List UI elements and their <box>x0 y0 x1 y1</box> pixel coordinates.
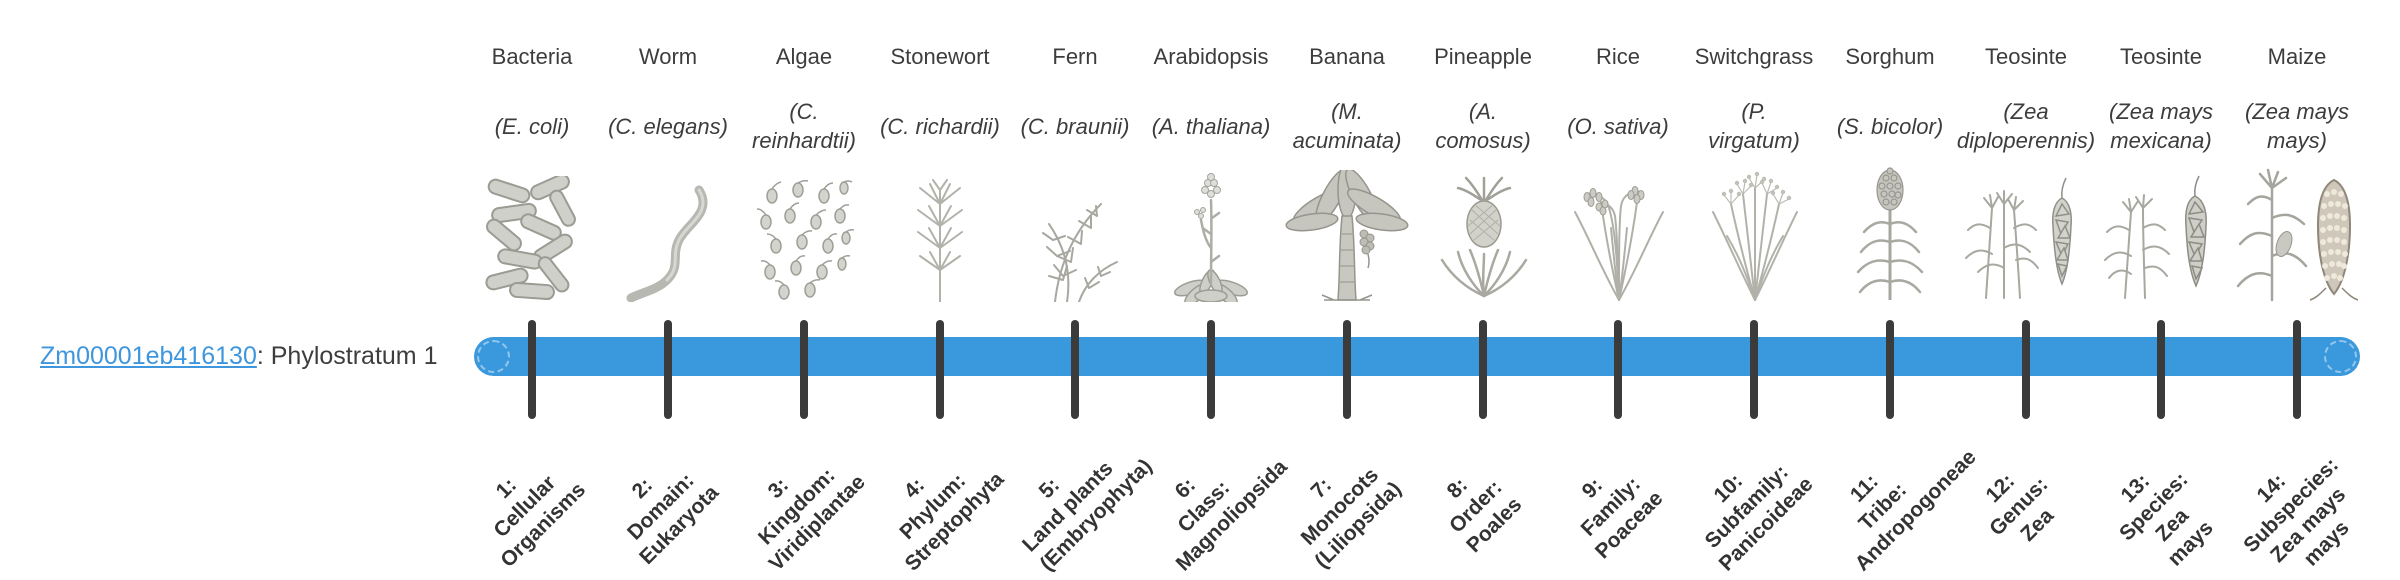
organism-scientific-name: (A. comosus) <box>1435 99 1531 153</box>
tick-5 <box>1071 320 1079 419</box>
organism-name: Teosinte <box>1985 44 2067 69</box>
organism-scientific-name: (C. richardii) <box>880 113 1000 139</box>
rice-plant-icon <box>1543 174 1693 302</box>
organism-scientific-name: (Zea mays mexicana) <box>2109 99 2213 153</box>
organism-name: Switchgrass <box>1694 44 1814 69</box>
tick-10 <box>1750 320 1758 419</box>
organism-name: Worm <box>638 44 698 69</box>
organism-scientific-name: (E. coli) <box>494 113 570 139</box>
stratum-label-3: 3: Kingdom: Viridiplantae <box>754 463 870 576</box>
stratum-label-5: 5: Land plants (Embryophyta) <box>1018 454 1157 576</box>
tick-7 <box>1343 320 1351 419</box>
organism-name: Maize <box>2267 44 2327 69</box>
stratum-label-4: 4: Phylum: Streptophyta <box>895 467 1009 576</box>
tick-3 <box>800 320 808 419</box>
tick-2 <box>664 320 672 419</box>
organism-scientific-name: (C. braunii) <box>1020 113 1130 139</box>
organism-name: Pineapple <box>1434 44 1532 69</box>
tick-12 <box>2022 320 2030 419</box>
tick-9 <box>1614 320 1622 419</box>
switchgrass-icon <box>1679 171 1829 302</box>
tick-8 <box>1479 320 1487 419</box>
organism-name: Arabidopsis <box>1153 44 1269 69</box>
tick-14 <box>2293 320 2301 419</box>
phylostratum-text: : Phylostratum 1 <box>256 342 438 370</box>
stratum-label-14: 14: Subspecies: Zea mays mays <box>2239 453 2354 571</box>
organism-scientific-name: (Zea mays mays) <box>2245 99 2349 153</box>
organism-scientific-name: (P. virgatum) <box>1708 99 1800 153</box>
organism-scientific-name: (A. thaliana) <box>1151 113 1271 139</box>
gene-heading: Zm00001eb416130: Phylostratum 1 <box>40 342 438 371</box>
tick-4 <box>936 320 944 419</box>
organism-name: Rice <box>1595 44 1640 69</box>
stratum-label-1: 1: Cellular Organisms <box>489 471 591 572</box>
organism-scientific-name: (O. sativa) <box>1567 113 1669 139</box>
organism-name: Stonewort <box>890 44 990 69</box>
stratum-label-9: 9: Family: Poaceae <box>1576 472 1668 564</box>
worm-icon <box>593 174 743 302</box>
sorghum-icon <box>1815 167 1965 302</box>
arabidopsis-icon <box>1136 173 1286 302</box>
algae-icon <box>729 174 879 302</box>
organism-name: Teosinte <box>2120 44 2202 69</box>
tick-6 <box>1207 320 1215 419</box>
stonewort-icon <box>865 174 1015 302</box>
stratum-label-10: 10: Subfamily: Panicoideae <box>1700 460 1818 576</box>
organism-name: Bacteria <box>491 44 573 69</box>
organism-scientific-name: (M. acuminata) <box>1292 99 1402 153</box>
gene-id-link[interactable]: Zm00001eb416130 <box>40 342 257 370</box>
stratum-label-11: 11: Tribe: Andropogoneae <box>1845 445 1981 576</box>
teosinte-diploperennis-icon <box>1951 174 2101 302</box>
organism-name: Sorghum <box>1845 44 1935 69</box>
pineapple-icon <box>1408 174 1558 302</box>
bacteria-icon <box>457 174 607 302</box>
teosinte-mexicana-icon <box>2086 174 2236 302</box>
tick-11 <box>1886 320 1894 419</box>
stratum-label-2: 2: Domain: Eukaryota <box>622 468 724 570</box>
organism-scientific-name: (C. reinhardtii) <box>752 99 856 153</box>
banana-plant-icon <box>1272 170 1422 302</box>
organism-name: Fern <box>1052 44 1098 69</box>
stratum-label-8: 8: Order: Poales <box>1442 473 1527 558</box>
organism-name: Banana <box>1309 44 1385 69</box>
organism-name: Algae <box>775 44 833 69</box>
stratum-label-13: 13: Species: Zea mays <box>2115 467 2218 571</box>
organism-scientific-name: (S. bicolor) <box>1836 113 1944 139</box>
stratum-label-6: 6: Class: Magnoliopsida <box>1170 455 1292 576</box>
organism-scientific-name: (Zea diploperennis) <box>1956 99 2096 153</box>
organism-scientific-name: (C. elegans) <box>608 113 728 139</box>
maize-plant-and-cob-icon <box>2222 168 2372 302</box>
stratum-label-7: 7: Monocots (Liliopsida) <box>1296 463 1406 573</box>
fern-icon <box>1000 174 1150 302</box>
phylostrata-timeline-bar <box>474 337 2360 376</box>
tick-1 <box>528 320 536 419</box>
tick-13 <box>2157 320 2165 419</box>
